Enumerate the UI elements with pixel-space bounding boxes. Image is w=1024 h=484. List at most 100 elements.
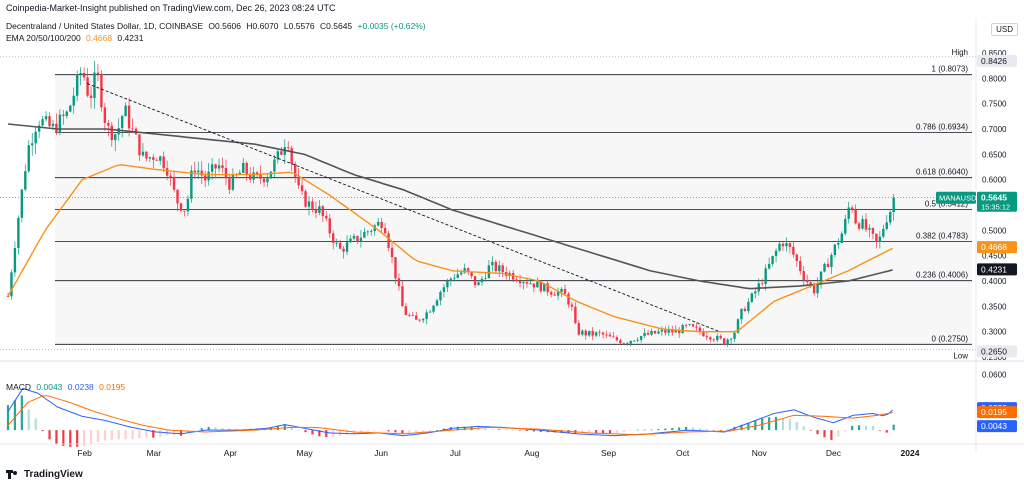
price-axis[interactable]: 0.8500 0.8000 0.7500 0.7000 0.6500 0.6000 0.55… bbox=[975, 18, 1007, 452]
ema-tag-0-text: 0.4668 bbox=[981, 242, 1007, 252]
candle-body bbox=[58, 114, 62, 133]
candle-body bbox=[868, 228, 871, 230]
candle-body bbox=[812, 285, 816, 294]
macd-legend: MACD 0.0043 0.0238 0.0195 bbox=[6, 382, 125, 392]
candle-body bbox=[830, 255, 833, 268]
candle-body bbox=[833, 244, 837, 256]
macd-histogram-bar bbox=[69, 430, 72, 447]
candle-body bbox=[165, 168, 169, 176]
macd-label[interactable]: MACD bbox=[6, 382, 32, 392]
candle-body bbox=[491, 261, 494, 266]
candle-body bbox=[89, 95, 93, 98]
macd-histogram-bar bbox=[518, 430, 522, 431]
candle-body bbox=[549, 292, 553, 295]
candle-body bbox=[626, 343, 629, 344]
price-tick-label: 0.3000 bbox=[982, 328, 1007, 337]
candle-body bbox=[556, 291, 560, 296]
candle-body bbox=[861, 219, 864, 229]
candle-body bbox=[716, 335, 719, 341]
candle-body bbox=[435, 300, 439, 306]
candle-body bbox=[65, 111, 69, 117]
candle-body bbox=[633, 340, 636, 342]
time-tick-label: Oct bbox=[676, 448, 690, 458]
macd-histogram-bar bbox=[332, 430, 335, 437]
candle-body bbox=[62, 114, 65, 117]
candle-body bbox=[508, 272, 511, 276]
macd-histogram-bar bbox=[512, 430, 515, 431]
candle-body bbox=[359, 237, 363, 242]
macd-histogram-bar bbox=[788, 419, 791, 431]
macd-histogram-bar bbox=[726, 429, 729, 431]
macd-histogram-bar bbox=[491, 429, 494, 431]
candle-body bbox=[373, 225, 376, 232]
candle-body bbox=[612, 336, 615, 338]
candle-body bbox=[823, 263, 826, 272]
macd-histogram-bar bbox=[262, 428, 266, 431]
last-symbol-text: MANAUSD bbox=[939, 194, 977, 203]
candle-body bbox=[318, 206, 321, 213]
high-label: High bbox=[952, 48, 968, 57]
fib-label-2: 0.618 (0.6040) bbox=[916, 168, 968, 177]
candle-body bbox=[421, 319, 425, 321]
candle-body bbox=[20, 189, 24, 218]
macd-histogram-bar bbox=[235, 428, 238, 431]
candle-body bbox=[473, 276, 477, 286]
macd-histogram-bar bbox=[768, 417, 771, 431]
candle-body bbox=[501, 265, 504, 272]
macd-histogram-bar bbox=[415, 430, 418, 433]
macd-histogram-bar bbox=[34, 418, 37, 431]
macd-tick-label: 0.0600 bbox=[982, 371, 1007, 380]
macd-histogram-bar bbox=[311, 430, 314, 435]
candle-body bbox=[442, 287, 446, 292]
candle-body bbox=[311, 201, 314, 210]
candle-body bbox=[598, 332, 601, 334]
macd-histogram-bar bbox=[761, 418, 764, 431]
ema-label[interactable]: EMA 20/50/100/200 bbox=[6, 33, 81, 43]
currency-button[interactable]: USD bbox=[991, 23, 1018, 36]
close-value: C0.5645 bbox=[320, 21, 353, 31]
candle-body bbox=[695, 326, 698, 328]
candle-body bbox=[162, 156, 165, 169]
candle-body bbox=[837, 242, 840, 245]
candle-body bbox=[498, 265, 501, 272]
candle-body bbox=[290, 148, 293, 164]
fib-band bbox=[55, 74, 972, 345]
macd-histogram-bar bbox=[712, 430, 715, 431]
candle-body bbox=[885, 222, 888, 229]
candle-body bbox=[349, 238, 352, 243]
macd-histogram-bar bbox=[124, 430, 127, 440]
price-tick-label: 0.7500 bbox=[982, 100, 1007, 109]
candle-body bbox=[809, 282, 812, 286]
ema-slow-line bbox=[7, 123, 893, 290]
candle-body bbox=[581, 330, 584, 335]
candle-body bbox=[10, 272, 13, 297]
macd-histogram-bar bbox=[657, 429, 660, 431]
candle-body bbox=[186, 198, 190, 212]
candle-body bbox=[37, 125, 41, 132]
candles bbox=[6, 60, 895, 347]
tradingview-brand[interactable]: TradingView bbox=[6, 469, 83, 480]
candle-body bbox=[792, 246, 795, 255]
macd-histogram-bar bbox=[242, 429, 245, 431]
candle-body bbox=[463, 268, 466, 273]
candle-body bbox=[439, 291, 442, 301]
macd-histogram-bar bbox=[809, 430, 812, 431]
macd-histogram-bar bbox=[498, 429, 501, 431]
macd-histogram-bar bbox=[532, 430, 535, 432]
ema-legend: EMA 20/50/100/200 0.4668 0.4231 bbox=[6, 33, 146, 43]
candle-body bbox=[390, 247, 394, 258]
candle-body bbox=[266, 178, 269, 183]
candle-body bbox=[487, 265, 491, 279]
last-price-bg bbox=[977, 191, 1017, 212]
symbol-title[interactable]: Decentraland / United States Dollar, 1D,… bbox=[6, 21, 204, 31]
time-tick-label: Apr bbox=[224, 448, 237, 458]
time-axis[interactable]: Feb Mar Apr May Jun Jul Aug Sep Oct Nov Dec 2024 bbox=[0, 443, 1024, 458]
last-symbol-bg bbox=[936, 191, 976, 204]
open-value: O0.5606 bbox=[208, 21, 242, 31]
candle-body bbox=[781, 243, 785, 247]
time-tick-label: Jun bbox=[374, 448, 388, 458]
candle-body bbox=[366, 231, 370, 233]
candle-body bbox=[255, 172, 259, 174]
macd-histogram-bar bbox=[685, 426, 688, 431]
